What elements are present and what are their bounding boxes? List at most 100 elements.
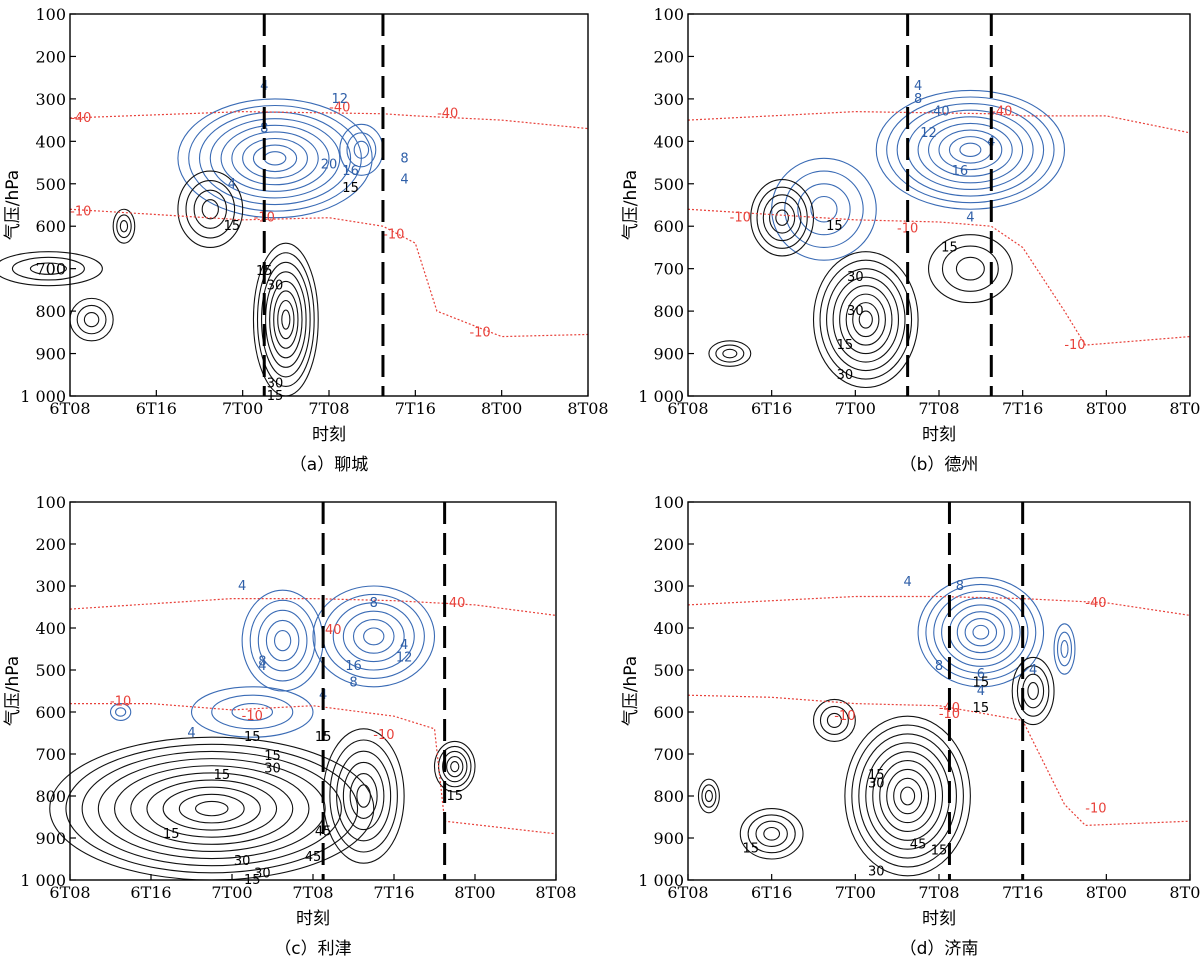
contour-label: 4 xyxy=(400,173,408,188)
panel-caption: （d）济南 xyxy=(900,939,979,959)
y-tick-label: 800 xyxy=(35,302,66,321)
contour-ring xyxy=(858,310,873,329)
isotherm-label: -10 xyxy=(110,695,131,710)
y-tick-label: 200 xyxy=(653,535,684,554)
contour-ring xyxy=(812,251,919,389)
contour-label: 4 xyxy=(187,726,195,741)
contour-label: 8 xyxy=(258,655,266,670)
contour-ring xyxy=(872,751,944,841)
contour-ring xyxy=(763,826,781,841)
x-tick-label: 7T08 xyxy=(292,883,333,902)
isotherm-line xyxy=(69,208,589,338)
contour-ring xyxy=(193,189,228,229)
contour-ring xyxy=(812,698,856,742)
y-tick-label: 700 xyxy=(35,260,66,279)
contour-label: 16 xyxy=(952,164,969,179)
contour-ring xyxy=(322,728,405,864)
contour-ring xyxy=(162,786,261,831)
isotherm-label: 40 xyxy=(325,623,342,638)
x-tick-label: 8T00 xyxy=(1086,883,1127,902)
contour-label: 15 xyxy=(264,749,281,764)
contour-ring xyxy=(349,773,378,819)
y-tick-label: 700 xyxy=(653,260,684,279)
x-tick-label: 8T08 xyxy=(1169,883,1200,902)
contour-ring xyxy=(450,761,460,773)
contour-label: -40 xyxy=(928,105,949,120)
contour-ring xyxy=(263,151,287,166)
y-axis-label: 气压/hPa xyxy=(3,170,23,240)
x-tick-label: 6T08 xyxy=(49,399,90,418)
y-tick-label: 400 xyxy=(35,132,66,151)
y-tick-label: 1 000 xyxy=(638,387,684,406)
y-tick-label: 1 000 xyxy=(20,387,66,406)
contour-ring xyxy=(265,619,300,662)
contour-ring xyxy=(342,610,405,663)
x-tick-label: 8T00 xyxy=(481,399,522,418)
contour-ring xyxy=(715,344,745,363)
y-tick-label: 300 xyxy=(35,90,66,109)
contour-ring xyxy=(886,96,1055,204)
contour-ring xyxy=(252,144,298,173)
contour-ring xyxy=(273,290,299,349)
contour-label: 30 xyxy=(868,865,885,880)
contour-ring xyxy=(281,309,291,330)
contour-ring xyxy=(76,304,107,335)
contour-ring xyxy=(938,129,1003,171)
y-tick-label: 600 xyxy=(35,703,66,722)
y-tick-label: 500 xyxy=(35,661,66,680)
panel-caption: （c）利津 xyxy=(274,939,351,959)
isotherm-label: -10 xyxy=(242,709,263,724)
x-tick-label: 7T00 xyxy=(835,883,876,902)
contour-label: 15 xyxy=(837,338,854,353)
x-axis-label: 时刻 xyxy=(296,909,330,929)
contour-label: 4 xyxy=(1029,663,1037,678)
contour-ring xyxy=(130,772,294,845)
y-tick-label: 600 xyxy=(653,217,684,236)
contour-ring xyxy=(886,768,930,824)
y-axis-label: 气压/hPa xyxy=(621,170,641,240)
contour-ring xyxy=(739,808,804,860)
contour-ring xyxy=(858,733,957,859)
contour-ring xyxy=(116,214,132,239)
panel-c: -10-1040-10-4044884121684415153015153030… xyxy=(3,493,577,959)
contour-ring xyxy=(917,577,1045,688)
panel-caption: （b）德州 xyxy=(900,455,979,475)
x-tick-label: 7T00 xyxy=(211,883,252,902)
contour-label: 15 xyxy=(826,219,843,234)
y-tick-label: 900 xyxy=(653,345,684,364)
contour-ring xyxy=(775,209,789,226)
contour-ring xyxy=(704,789,713,803)
x-tick-label: 7T08 xyxy=(918,883,959,902)
isotherm-label: -40 xyxy=(437,107,458,122)
contour-label: 4 xyxy=(914,79,922,94)
contour-ring xyxy=(265,271,307,368)
isotherm-line xyxy=(69,111,589,130)
contour-label: 30 xyxy=(234,854,251,869)
contour-ring xyxy=(446,755,464,778)
x-tick-label: 6T16 xyxy=(751,399,792,418)
y-tick-label: 1 000 xyxy=(638,871,684,890)
isotherm-label: -10 xyxy=(70,204,91,219)
contour-label: 4 xyxy=(228,177,236,192)
contour-ring xyxy=(875,89,1066,210)
contour-label: 30 xyxy=(267,376,284,391)
plot-frame xyxy=(69,13,589,397)
contour-ring xyxy=(336,750,392,842)
plot-frame xyxy=(69,501,557,881)
contour-label: 20 xyxy=(321,158,338,173)
contour-ring xyxy=(83,311,100,328)
contour-label: 15 xyxy=(224,219,241,234)
contour-ring xyxy=(1060,640,1069,658)
contour-ring xyxy=(851,724,964,868)
contour-ring xyxy=(697,778,720,814)
contour-label: 8 xyxy=(935,659,943,674)
isotherm-label: -10 xyxy=(1085,802,1106,817)
contour-ring xyxy=(329,739,398,853)
contour-label: 16 xyxy=(342,164,359,179)
y-tick-label: 300 xyxy=(653,577,684,596)
contour-ring xyxy=(769,201,796,234)
y-tick-label: 400 xyxy=(653,132,684,151)
y-tick-label: 800 xyxy=(653,302,684,321)
isotherm-label: -10 xyxy=(469,325,490,340)
contour-ring xyxy=(190,686,314,738)
